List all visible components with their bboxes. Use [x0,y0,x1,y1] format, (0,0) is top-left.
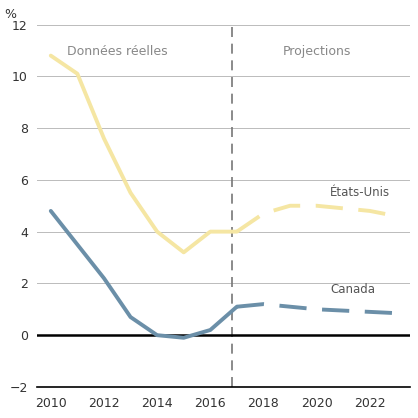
Text: États-Unis: États-Unis [330,186,390,199]
Text: Données réelles: Données réelles [67,45,168,58]
Text: %: % [4,8,16,21]
Text: Canada: Canada [330,283,375,296]
Text: Projections: Projections [283,45,351,58]
